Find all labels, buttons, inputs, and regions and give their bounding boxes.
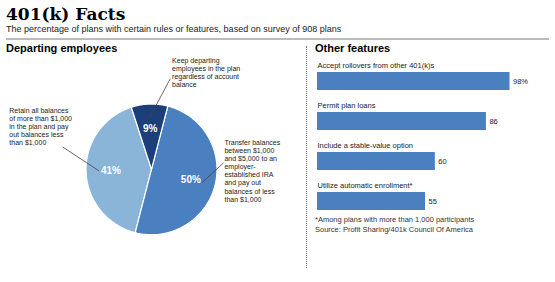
svg-text:Utilize automatic enrollment*: Utilize automatic enrollment* (318, 181, 413, 190)
svg-text:55: 55 (429, 197, 437, 206)
html-text:401(k) Facts: 401(k) Facts (6, 4, 126, 24)
html-text:Departing employees: Departing employees (6, 42, 118, 54)
svg-text:Transfer balancesbetween $1,00: Transfer balancesbetween $1,000and $5,00… (224, 139, 280, 202)
svg-text:41%: 41% (101, 165, 121, 176)
svg-text:Accept rollovers from other 40: Accept rollovers from other 401(k)s (318, 61, 435, 70)
html-text:*Among plans with more than 1,: *Among plans with more than 1,000 partic… (315, 215, 475, 224)
svg-text:Include a stable-value option: Include a stable-value option (318, 141, 413, 150)
svg-text:Retain all balancesof more tha: Retain all balancesof more than $1,000in… (9, 107, 72, 146)
html-text:The percentage of plans with c: The percentage of plans with certain rul… (6, 24, 342, 34)
svg-text:50%: 50% (181, 174, 201, 185)
svg-text:Keep departingemployees in the: Keep departingemployees in the planregar… (172, 57, 240, 88)
svg-text:86: 86 (489, 117, 497, 126)
svg-text:98%: 98% (513, 77, 528, 86)
svg-text:60: 60 (438, 157, 446, 166)
svg-text:9%: 9% (143, 123, 158, 134)
html-text:Other features: Other features (315, 42, 391, 54)
svg-text:Permit plan loans: Permit plan loans (318, 101, 376, 110)
html-text:Source: Profit Sharing/401k Co: Source: Profit Sharing/401k Council Of A… (315, 225, 473, 234)
